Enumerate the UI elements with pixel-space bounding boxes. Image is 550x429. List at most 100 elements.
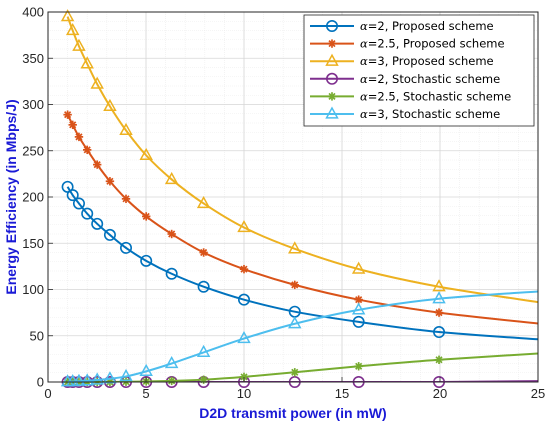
data-point-stroke bbox=[240, 373, 248, 381]
data-point bbox=[196, 195, 211, 209]
data-point-stroke bbox=[291, 368, 299, 376]
legend-label-greek: α bbox=[360, 19, 368, 33]
data-point bbox=[121, 194, 131, 204]
data-point bbox=[103, 228, 116, 241]
data-point-stroke bbox=[435, 356, 443, 364]
data-point bbox=[432, 279, 446, 292]
legend-label-greek: α bbox=[360, 72, 368, 86]
data-point bbox=[196, 344, 211, 358]
legend-label: α=3, Proposed scheme bbox=[360, 54, 494, 68]
data-point bbox=[91, 217, 104, 230]
legend-entry: α=2, Stochastic scheme bbox=[310, 72, 500, 86]
data-point bbox=[164, 355, 179, 369]
series-0 bbox=[61, 180, 538, 341]
data-point bbox=[290, 280, 299, 290]
data-point-stroke bbox=[64, 111, 72, 119]
data-point-stroke bbox=[93, 161, 101, 169]
series-line bbox=[66, 16, 538, 304]
data-point bbox=[103, 98, 117, 111]
data-point bbox=[434, 355, 444, 364]
x-tick-label: 25 bbox=[531, 386, 545, 401]
data-point bbox=[239, 264, 249, 274]
data-point bbox=[80, 373, 94, 386]
y-axis-label: Energy Efficiency (in Mbps/J) bbox=[3, 99, 19, 294]
series-2 bbox=[60, 9, 538, 304]
data-point bbox=[139, 147, 153, 161]
data-point bbox=[164, 171, 179, 185]
data-point-stroke bbox=[291, 281, 299, 289]
data-point bbox=[72, 197, 85, 210]
data-point bbox=[433, 326, 446, 339]
legend-marker bbox=[325, 19, 338, 32]
data-point-stroke bbox=[168, 230, 176, 238]
legend-label: α=2, Proposed scheme bbox=[360, 19, 494, 33]
data-point-stroke bbox=[122, 195, 130, 203]
data-point-stroke bbox=[83, 146, 91, 154]
legend-label-text: =2, Stochastic scheme bbox=[368, 72, 500, 86]
data-point-stroke bbox=[355, 362, 363, 370]
data-point bbox=[72, 38, 86, 51]
x-tick-label: 0 bbox=[44, 386, 51, 401]
data-point bbox=[72, 373, 86, 386]
legend-label-text: =3, Proposed scheme bbox=[368, 54, 494, 68]
x-axis-ticks: 0 5 10 15 20 25 bbox=[44, 377, 545, 401]
x-tick-label: 20 bbox=[433, 386, 447, 401]
data-point bbox=[238, 293, 251, 306]
data-point bbox=[434, 308, 444, 317]
y-axis-ticks: 0 50 100 150 200 250 300 350 400 bbox=[22, 5, 53, 390]
legend-marker bbox=[327, 39, 337, 48]
data-point bbox=[288, 316, 302, 329]
legend-entry: α=3, Proposed scheme bbox=[310, 53, 494, 68]
y-tick-label: 300 bbox=[22, 97, 44, 112]
data-point-stroke bbox=[168, 377, 176, 385]
data-point bbox=[63, 110, 72, 119]
x-tick-label: 10 bbox=[237, 386, 251, 401]
data-point bbox=[120, 241, 133, 254]
legend-label: α=2, Stochastic scheme bbox=[360, 72, 500, 86]
data-point bbox=[351, 302, 366, 315]
y-tick-label: 200 bbox=[22, 190, 44, 205]
legend-label: α=2.5, Proposed scheme bbox=[360, 37, 505, 51]
data-point bbox=[83, 145, 92, 155]
legend-entry: α=2.5, Proposed scheme bbox=[310, 37, 505, 51]
data-point bbox=[105, 177, 115, 186]
legend-label-greek: α bbox=[360, 89, 368, 103]
data-point-stroke bbox=[106, 177, 114, 185]
data-point bbox=[103, 371, 117, 384]
legend-marker bbox=[327, 92, 337, 101]
x-axis-label: D2D transmit power (in mW) bbox=[199, 405, 386, 421]
data-point bbox=[60, 9, 75, 22]
y-tick-label: 100 bbox=[22, 282, 44, 297]
data-point bbox=[90, 372, 104, 385]
legend-marker bbox=[325, 72, 338, 85]
data-point bbox=[74, 132, 84, 142]
data-point bbox=[352, 315, 365, 328]
legend-marker-stroke bbox=[328, 40, 336, 48]
legend-entry: α=2.5, Stochastic scheme bbox=[310, 89, 511, 103]
legend-label: α=2.5, Stochastic scheme bbox=[360, 89, 511, 103]
y-tick-label: 50 bbox=[30, 328, 44, 343]
y-tick-label: 250 bbox=[22, 143, 44, 158]
data-point bbox=[90, 76, 104, 89]
data-point bbox=[432, 291, 446, 304]
data-point bbox=[237, 219, 251, 233]
data-point bbox=[65, 22, 80, 36]
data-point bbox=[81, 207, 94, 220]
data-point bbox=[139, 363, 153, 377]
legend-label: α=3, Stochastic scheme bbox=[360, 107, 500, 121]
data-point bbox=[141, 212, 151, 221]
data-point bbox=[66, 189, 79, 202]
data-point bbox=[199, 248, 208, 257]
y-tick-label: 0 bbox=[37, 375, 44, 390]
legend-label-greek: α bbox=[360, 37, 368, 51]
legend-label-text: =3, Stochastic scheme bbox=[368, 107, 500, 121]
data-point-stroke bbox=[435, 309, 443, 317]
data-point bbox=[237, 330, 251, 344]
legend-marker bbox=[325, 106, 339, 119]
data-point bbox=[288, 241, 302, 254]
data-point bbox=[119, 122, 133, 136]
legend-label-text: =2, Proposed scheme bbox=[368, 19, 494, 33]
legend-label-text: =2.5, Stochastic scheme bbox=[368, 89, 511, 103]
series-1 bbox=[63, 110, 538, 325]
